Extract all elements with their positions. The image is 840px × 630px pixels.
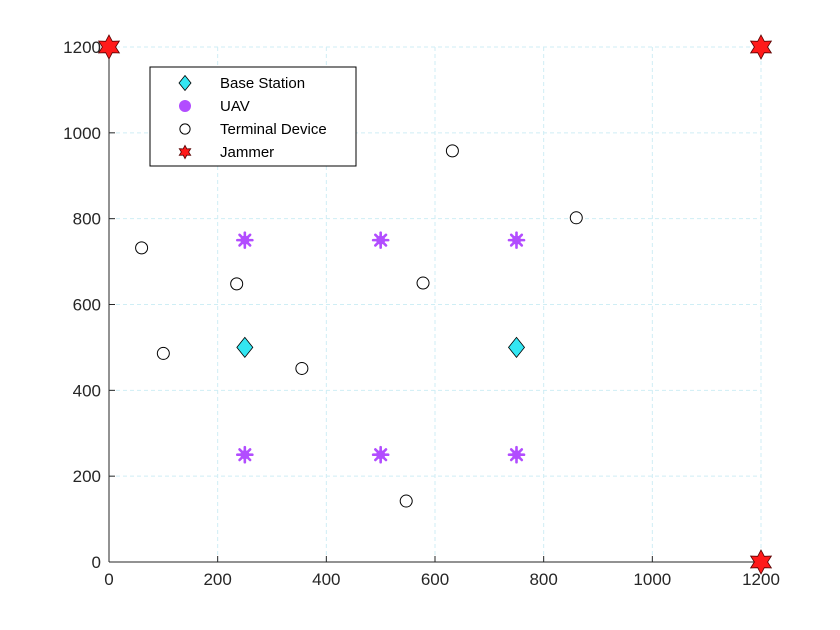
base-station-point bbox=[236, 336, 254, 359]
uav-point bbox=[236, 445, 254, 464]
x-tick-label: 0 bbox=[104, 570, 113, 589]
uav-point bbox=[371, 231, 390, 249]
y-tick-label: 0 bbox=[92, 553, 101, 572]
y-tick-label: 400 bbox=[73, 381, 101, 400]
x-tick-label: 800 bbox=[529, 570, 557, 589]
x-tick-label: 200 bbox=[203, 570, 231, 589]
base-station-point bbox=[507, 336, 526, 359]
jammer-point bbox=[749, 34, 773, 60]
terminal-device-point bbox=[445, 144, 459, 158]
uav-point bbox=[507, 231, 526, 249]
uav-point bbox=[507, 445, 526, 464]
terminal-device-point bbox=[295, 361, 309, 375]
axes bbox=[108, 46, 762, 563]
legend-label-terminal-device: Terminal Device bbox=[220, 121, 327, 138]
y-tick-label: 200 bbox=[73, 467, 101, 486]
terminal-device-point bbox=[230, 277, 244, 291]
y-tick-label: 1200 bbox=[63, 38, 101, 57]
x-tick-label: 400 bbox=[312, 570, 340, 589]
legend: Base Station UAV Terminal Device Jammer bbox=[149, 66, 357, 167]
legend-marker-base-station bbox=[178, 74, 192, 92]
terminal-device-point bbox=[156, 346, 170, 360]
x-tick-label: 1200 bbox=[742, 570, 780, 589]
terminal-device-point bbox=[399, 494, 413, 508]
y-tick-label: 600 bbox=[73, 296, 101, 315]
x-tick-label: 600 bbox=[421, 570, 449, 589]
uav-point bbox=[236, 231, 254, 249]
terminal-device-point bbox=[569, 211, 583, 225]
legend-marker-terminal-device bbox=[179, 123, 191, 135]
legend-marker-uav bbox=[179, 100, 191, 112]
jammer-point bbox=[97, 34, 121, 60]
terminal-device-point bbox=[416, 276, 430, 290]
uav-point bbox=[371, 445, 390, 464]
x-tick-label: 1000 bbox=[633, 570, 671, 589]
tick-labels: 0 200 400 600 800 1000 1200 0 200 400 600 800 1000 12… bbox=[63, 38, 780, 589]
data-points bbox=[97, 34, 773, 575]
legend-marker-jammer bbox=[178, 144, 192, 160]
terminal-device-point bbox=[135, 241, 149, 255]
y-tick-label: 1000 bbox=[63, 124, 101, 143]
legend-label-uav: UAV bbox=[220, 98, 250, 115]
legend-label-jammer: Jammer bbox=[220, 144, 274, 161]
jammer-point bbox=[749, 549, 773, 575]
y-tick-label: 800 bbox=[73, 210, 101, 229]
legend-label-base-station: Base Station bbox=[220, 75, 305, 92]
